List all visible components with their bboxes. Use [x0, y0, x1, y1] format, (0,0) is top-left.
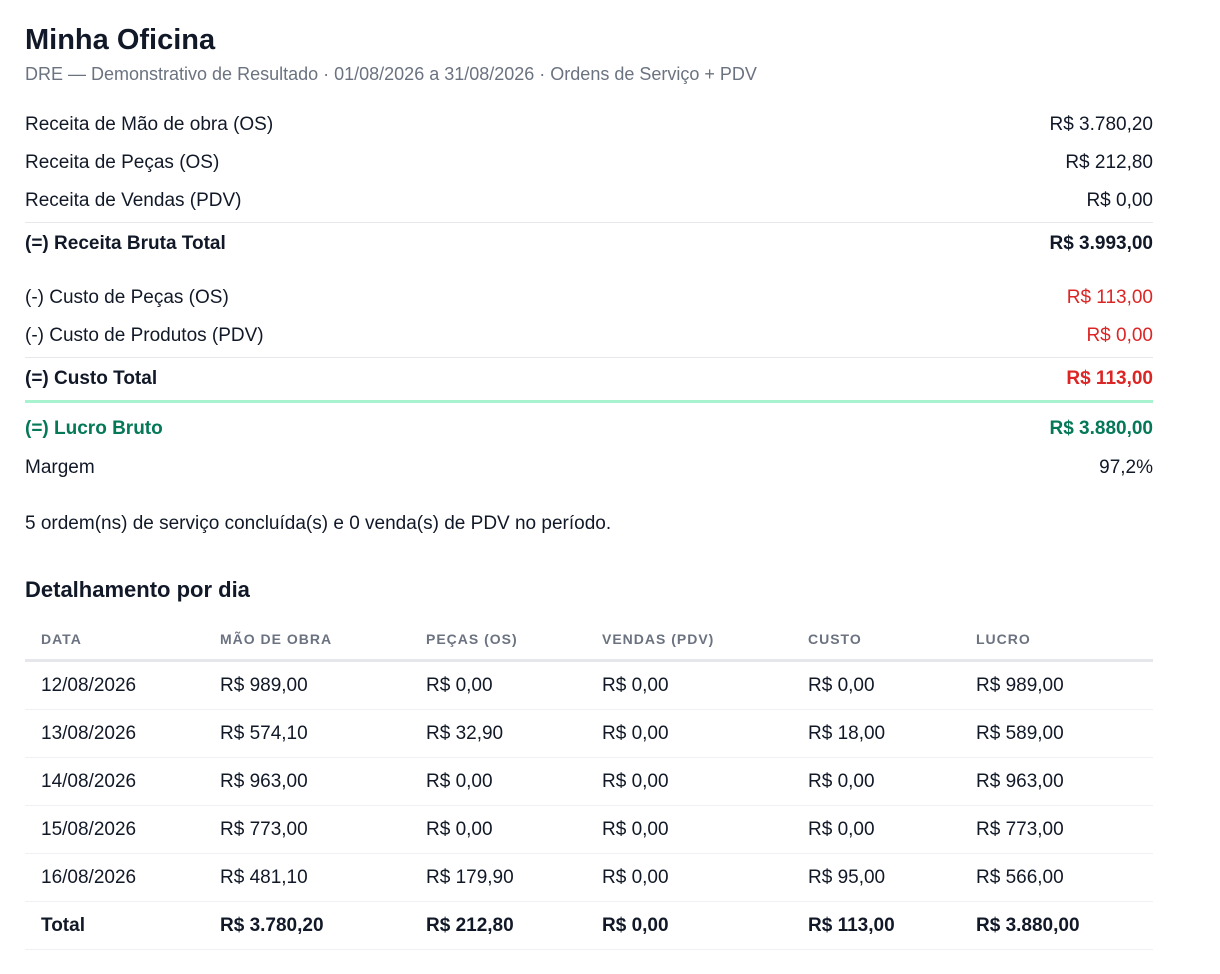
cell-data: 14/08/2026	[25, 757, 204, 806]
cell-pecas: R$ 0,00	[410, 757, 586, 806]
cell-data: 15/08/2026	[25, 805, 204, 854]
cell-vendas: R$ 0,00	[586, 757, 792, 806]
cell-pecas: R$ 32,90	[410, 709, 586, 758]
dre-value: R$ 212,80	[1065, 152, 1153, 173]
dre-value: R$ 0,00	[1086, 325, 1153, 346]
dre-row-custo-pecas: (-) Custo de Peças (OS) R$ 113,00	[25, 279, 1153, 317]
dre-value: R$ 113,00	[1066, 287, 1153, 308]
cell-custo: R$ 0,00	[792, 805, 960, 854]
dre-value: R$ 113,00	[1066, 368, 1153, 389]
column-header-custo: CUSTO	[792, 619, 960, 662]
column-header-data: DATA	[25, 619, 204, 662]
cell-data: 13/08/2026	[25, 709, 204, 758]
cell-lucro: R$ 989,00	[960, 660, 1153, 710]
column-header-pecas: PEÇAS (OS)	[410, 619, 586, 662]
cell-custo: R$ 0,00	[792, 757, 960, 806]
column-header-lucro: LUCRO	[960, 619, 1153, 662]
dre-row-receita-pecas: Receita de Peças (OS) R$ 212,80	[25, 144, 1153, 182]
cell-lucro: R$ 566,00	[960, 853, 1153, 902]
cell-mao-de-obra: R$ 989,00	[204, 660, 410, 710]
dre-value: R$ 3.880,00	[1049, 418, 1153, 439]
cell-total-mao-de-obra: R$ 3.780,20	[204, 901, 410, 950]
page-title: Minha Oficina	[25, 24, 216, 56]
cell-total-vendas: R$ 0,00	[586, 901, 792, 950]
dre-row-margem: Margem 97,2%	[25, 449, 1153, 487]
cell-lucro: R$ 773,00	[960, 805, 1153, 854]
cell-pecas: R$ 179,90	[410, 853, 586, 902]
cell-custo: R$ 95,00	[792, 853, 960, 902]
cell-vendas: R$ 0,00	[586, 660, 792, 710]
cell-mao-de-obra: R$ 481,10	[204, 853, 410, 902]
cell-total-custo: R$ 113,00	[792, 901, 960, 950]
cell-custo: R$ 18,00	[792, 709, 960, 758]
dre-row-receita-vendas: Receita de Vendas (PDV) R$ 0,00	[25, 182, 1153, 220]
dre-row-lucro-bruto: (=) Lucro Bruto R$ 3.880,00	[25, 409, 1153, 449]
cell-total-lucro: R$ 3.880,00	[960, 901, 1153, 950]
cell-lucro: R$ 589,00	[960, 709, 1153, 758]
table-row: 14/08/2026 R$ 963,00 R$ 0,00 R$ 0,00 R$ …	[25, 757, 1153, 806]
daily-table: DATA MÃO DE OBRA PEÇAS (OS) VENDAS (PDV)…	[25, 619, 1153, 950]
dre-label: (-) Custo de Produtos (PDV)	[25, 325, 264, 346]
cell-lucro: R$ 963,00	[960, 757, 1153, 806]
dre-label: Receita de Peças (OS)	[25, 152, 220, 173]
cell-vendas: R$ 0,00	[586, 709, 792, 758]
column-header-mao-de-obra: MÃO DE OBRA	[204, 619, 410, 662]
dre-label: (=) Lucro Bruto	[25, 418, 163, 439]
table-row: 15/08/2026 R$ 773,00 R$ 0,00 R$ 0,00 R$ …	[25, 805, 1153, 854]
dre-label: Margem	[25, 457, 95, 478]
dre-label: (-) Custo de Peças (OS)	[25, 287, 229, 308]
table-row: 16/08/2026 R$ 481,10 R$ 179,90 R$ 0,00 R…	[25, 853, 1153, 902]
dre-value: R$ 3.780,20	[1049, 114, 1153, 135]
cell-total-pecas: R$ 212,80	[410, 901, 586, 950]
dre-row-custo-total: (=) Custo Total R$ 113,00	[25, 357, 1153, 403]
page-subtitle: DRE — Demonstrativo de Resultado · 01/08…	[25, 64, 757, 84]
dre-section: Receita de Mão de obra (OS) R$ 3.780,20 …	[25, 106, 1153, 487]
table-total-row: Total R$ 3.780,20 R$ 212,80 R$ 0,00 R$ 1…	[25, 901, 1153, 950]
column-header-vendas: VENDAS (PDV)	[586, 619, 792, 662]
cell-pecas: R$ 0,00	[410, 660, 586, 710]
daily-section-title: Detalhamento por dia	[25, 577, 250, 602]
cell-data: 12/08/2026	[25, 660, 204, 710]
cell-mao-de-obra: R$ 773,00	[204, 805, 410, 854]
spacer	[25, 265, 1153, 279]
cell-data: 16/08/2026	[25, 853, 204, 902]
dre-value: R$ 3.993,00	[1049, 233, 1153, 254]
cell-mao-de-obra: R$ 963,00	[204, 757, 410, 806]
dre-row-receita-mao-obra: Receita de Mão de obra (OS) R$ 3.780,20	[25, 106, 1153, 144]
dre-label: (=) Custo Total	[25, 368, 158, 389]
table-row: 13/08/2026 R$ 574,10 R$ 32,90 R$ 0,00 R$…	[25, 709, 1153, 758]
cell-pecas: R$ 0,00	[410, 805, 586, 854]
cell-mao-de-obra: R$ 574,10	[204, 709, 410, 758]
cell-vendas: R$ 0,00	[586, 805, 792, 854]
table-row: 12/08/2026 R$ 989,00 R$ 0,00 R$ 0,00 R$ …	[25, 660, 1153, 710]
dre-value: R$ 0,00	[1086, 190, 1153, 211]
cell-total-label: Total	[25, 901, 204, 950]
dre-label: Receita de Vendas (PDV)	[25, 190, 242, 211]
period-summary: 5 ordem(ns) de serviço concluída(s) e 0 …	[25, 513, 612, 534]
dre-label: (=) Receita Bruta Total	[25, 233, 226, 254]
dre-value: 97,2%	[1099, 457, 1153, 478]
dre-row-receita-bruta: (=) Receita Bruta Total R$ 3.993,00	[25, 222, 1153, 265]
cell-custo: R$ 0,00	[792, 660, 960, 710]
cell-vendas: R$ 0,00	[586, 853, 792, 902]
report-page: Minha Oficina DRE — Demonstrativo de Res…	[25, 24, 1153, 950]
table-header-row: DATA MÃO DE OBRA PEÇAS (OS) VENDAS (PDV)…	[25, 619, 1153, 662]
dre-row-custo-produtos: (-) Custo de Produtos (PDV) R$ 0,00	[25, 317, 1153, 355]
dre-label: Receita de Mão de obra (OS)	[25, 114, 274, 135]
